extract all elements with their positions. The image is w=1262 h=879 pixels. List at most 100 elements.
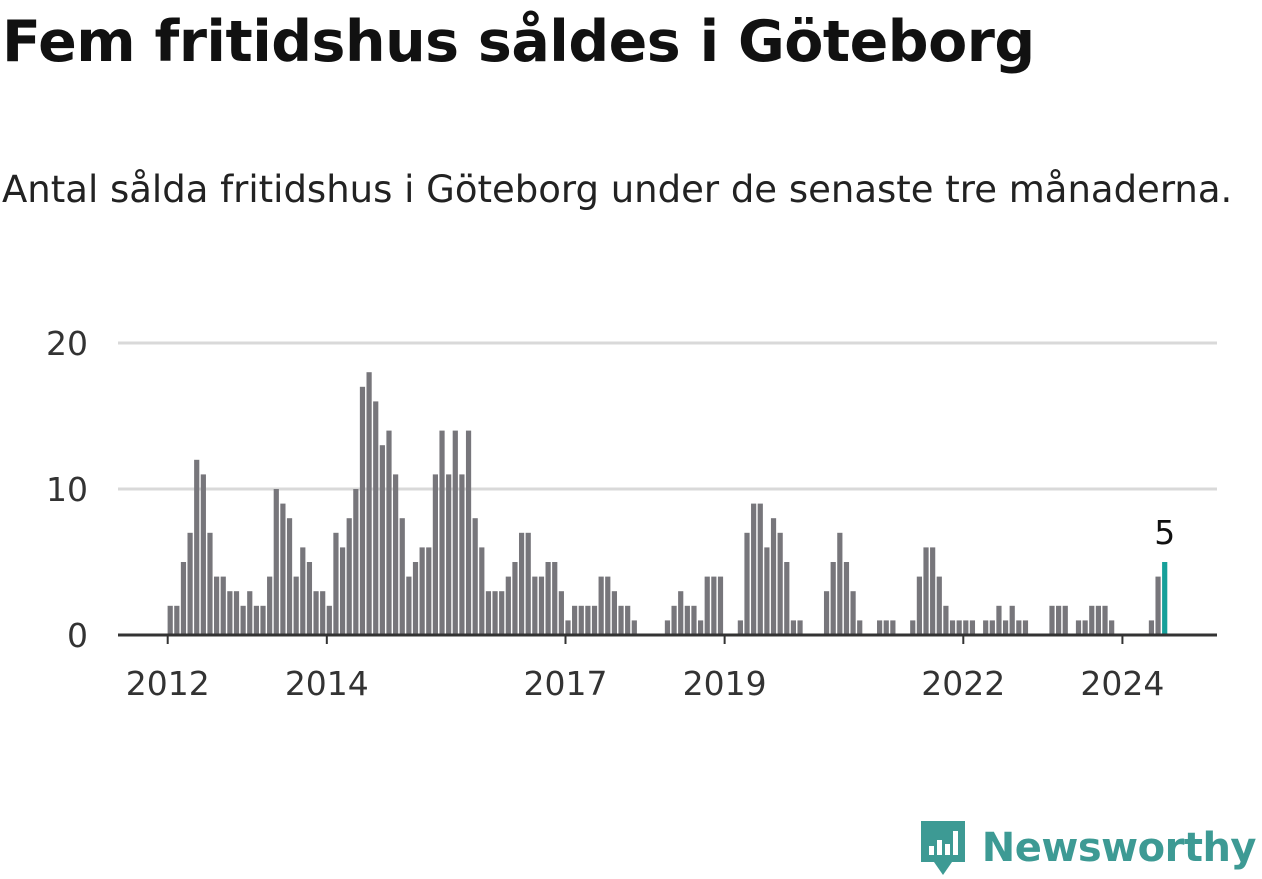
bar	[910, 620, 916, 635]
bar	[280, 503, 286, 635]
bar	[996, 605, 1002, 635]
bar	[525, 532, 531, 635]
bar	[830, 562, 836, 635]
bar	[432, 474, 438, 635]
bar	[565, 620, 571, 635]
x-tick-label: 2014	[285, 664, 369, 703]
bar	[532, 576, 538, 635]
bar	[214, 576, 220, 635]
bar	[1016, 620, 1022, 635]
bar	[744, 532, 750, 635]
bar	[857, 620, 863, 635]
bar	[1009, 605, 1015, 635]
bar	[930, 547, 936, 635]
bar	[691, 605, 697, 635]
bar	[1082, 620, 1088, 635]
bar	[790, 620, 797, 635]
bar	[200, 474, 206, 635]
bar	[969, 620, 976, 635]
bar	[545, 562, 551, 635]
x-tick-label: 2017	[524, 664, 608, 703]
bar	[485, 591, 492, 635]
bar	[1002, 620, 1009, 635]
newsworthy-brand[interactable]: Newsworthy	[918, 818, 1257, 878]
bar	[267, 576, 273, 635]
bar	[877, 620, 883, 635]
bar	[578, 605, 584, 635]
bar	[220, 576, 226, 635]
bar	[419, 547, 425, 635]
bar	[956, 620, 962, 635]
bar	[366, 372, 372, 635]
bar	[711, 576, 717, 635]
bar	[671, 605, 677, 635]
x-tick-label: 2012	[126, 664, 210, 703]
bar	[518, 532, 525, 635]
bar	[850, 591, 856, 635]
bar	[1102, 605, 1108, 635]
bar	[306, 562, 313, 635]
bar	[717, 576, 724, 635]
bar	[698, 620, 704, 635]
bar	[611, 591, 618, 635]
bar	[180, 562, 187, 635]
bar	[1089, 605, 1095, 635]
bar	[353, 489, 359, 635]
bar	[393, 474, 399, 635]
chart-subtitle: Antal sålda fritidshus i Göteborg under …	[2, 168, 1233, 211]
y-tick-label: 0	[67, 616, 88, 655]
bar	[797, 620, 803, 635]
y-tick-label: 10	[46, 470, 88, 509]
bar	[989, 620, 995, 635]
bar	[227, 591, 233, 635]
bar	[446, 474, 452, 635]
bar	[585, 605, 591, 635]
bar	[552, 562, 558, 635]
newsworthy-logo-icon	[920, 821, 965, 875]
bar	[412, 562, 419, 635]
bar	[499, 591, 505, 635]
bar	[260, 605, 266, 635]
bar	[465, 430, 472, 635]
bar-chart: 0 10 20 2012 2014 2017 2019 2022 2024 5	[46, 324, 1217, 703]
bar	[983, 620, 989, 635]
bar	[459, 474, 465, 635]
brand-name: Newsworthy	[981, 825, 1257, 871]
bar	[1109, 620, 1115, 635]
bar	[247, 591, 253, 635]
bar	[253, 605, 259, 635]
bar	[572, 605, 578, 635]
bar	[737, 620, 743, 635]
bar	[512, 562, 518, 635]
bar	[426, 547, 432, 635]
bar	[538, 576, 545, 635]
bar	[943, 605, 949, 635]
bar	[1095, 605, 1101, 635]
bar	[770, 518, 777, 635]
bar	[631, 620, 637, 635]
bar	[300, 547, 306, 635]
bar	[1022, 620, 1029, 635]
bar	[194, 459, 200, 635]
bar	[167, 605, 173, 635]
bar	[1148, 620, 1155, 635]
bar	[373, 401, 379, 635]
y-tick-label: 20	[46, 324, 88, 363]
x-tick-label: 2019	[683, 664, 767, 703]
bar	[439, 430, 445, 635]
bar	[890, 620, 896, 635]
bar	[949, 620, 956, 635]
x-tick-label: 2024	[1080, 664, 1164, 703]
bar	[757, 503, 763, 635]
bar	[916, 576, 922, 635]
bar	[286, 518, 293, 635]
bar	[823, 591, 830, 635]
bar	[339, 547, 346, 635]
bar	[764, 547, 770, 635]
bar	[505, 576, 511, 635]
bar	[406, 576, 412, 635]
bar	[479, 547, 485, 635]
bar	[1075, 620, 1082, 635]
bar	[704, 576, 710, 635]
bar	[837, 532, 843, 635]
